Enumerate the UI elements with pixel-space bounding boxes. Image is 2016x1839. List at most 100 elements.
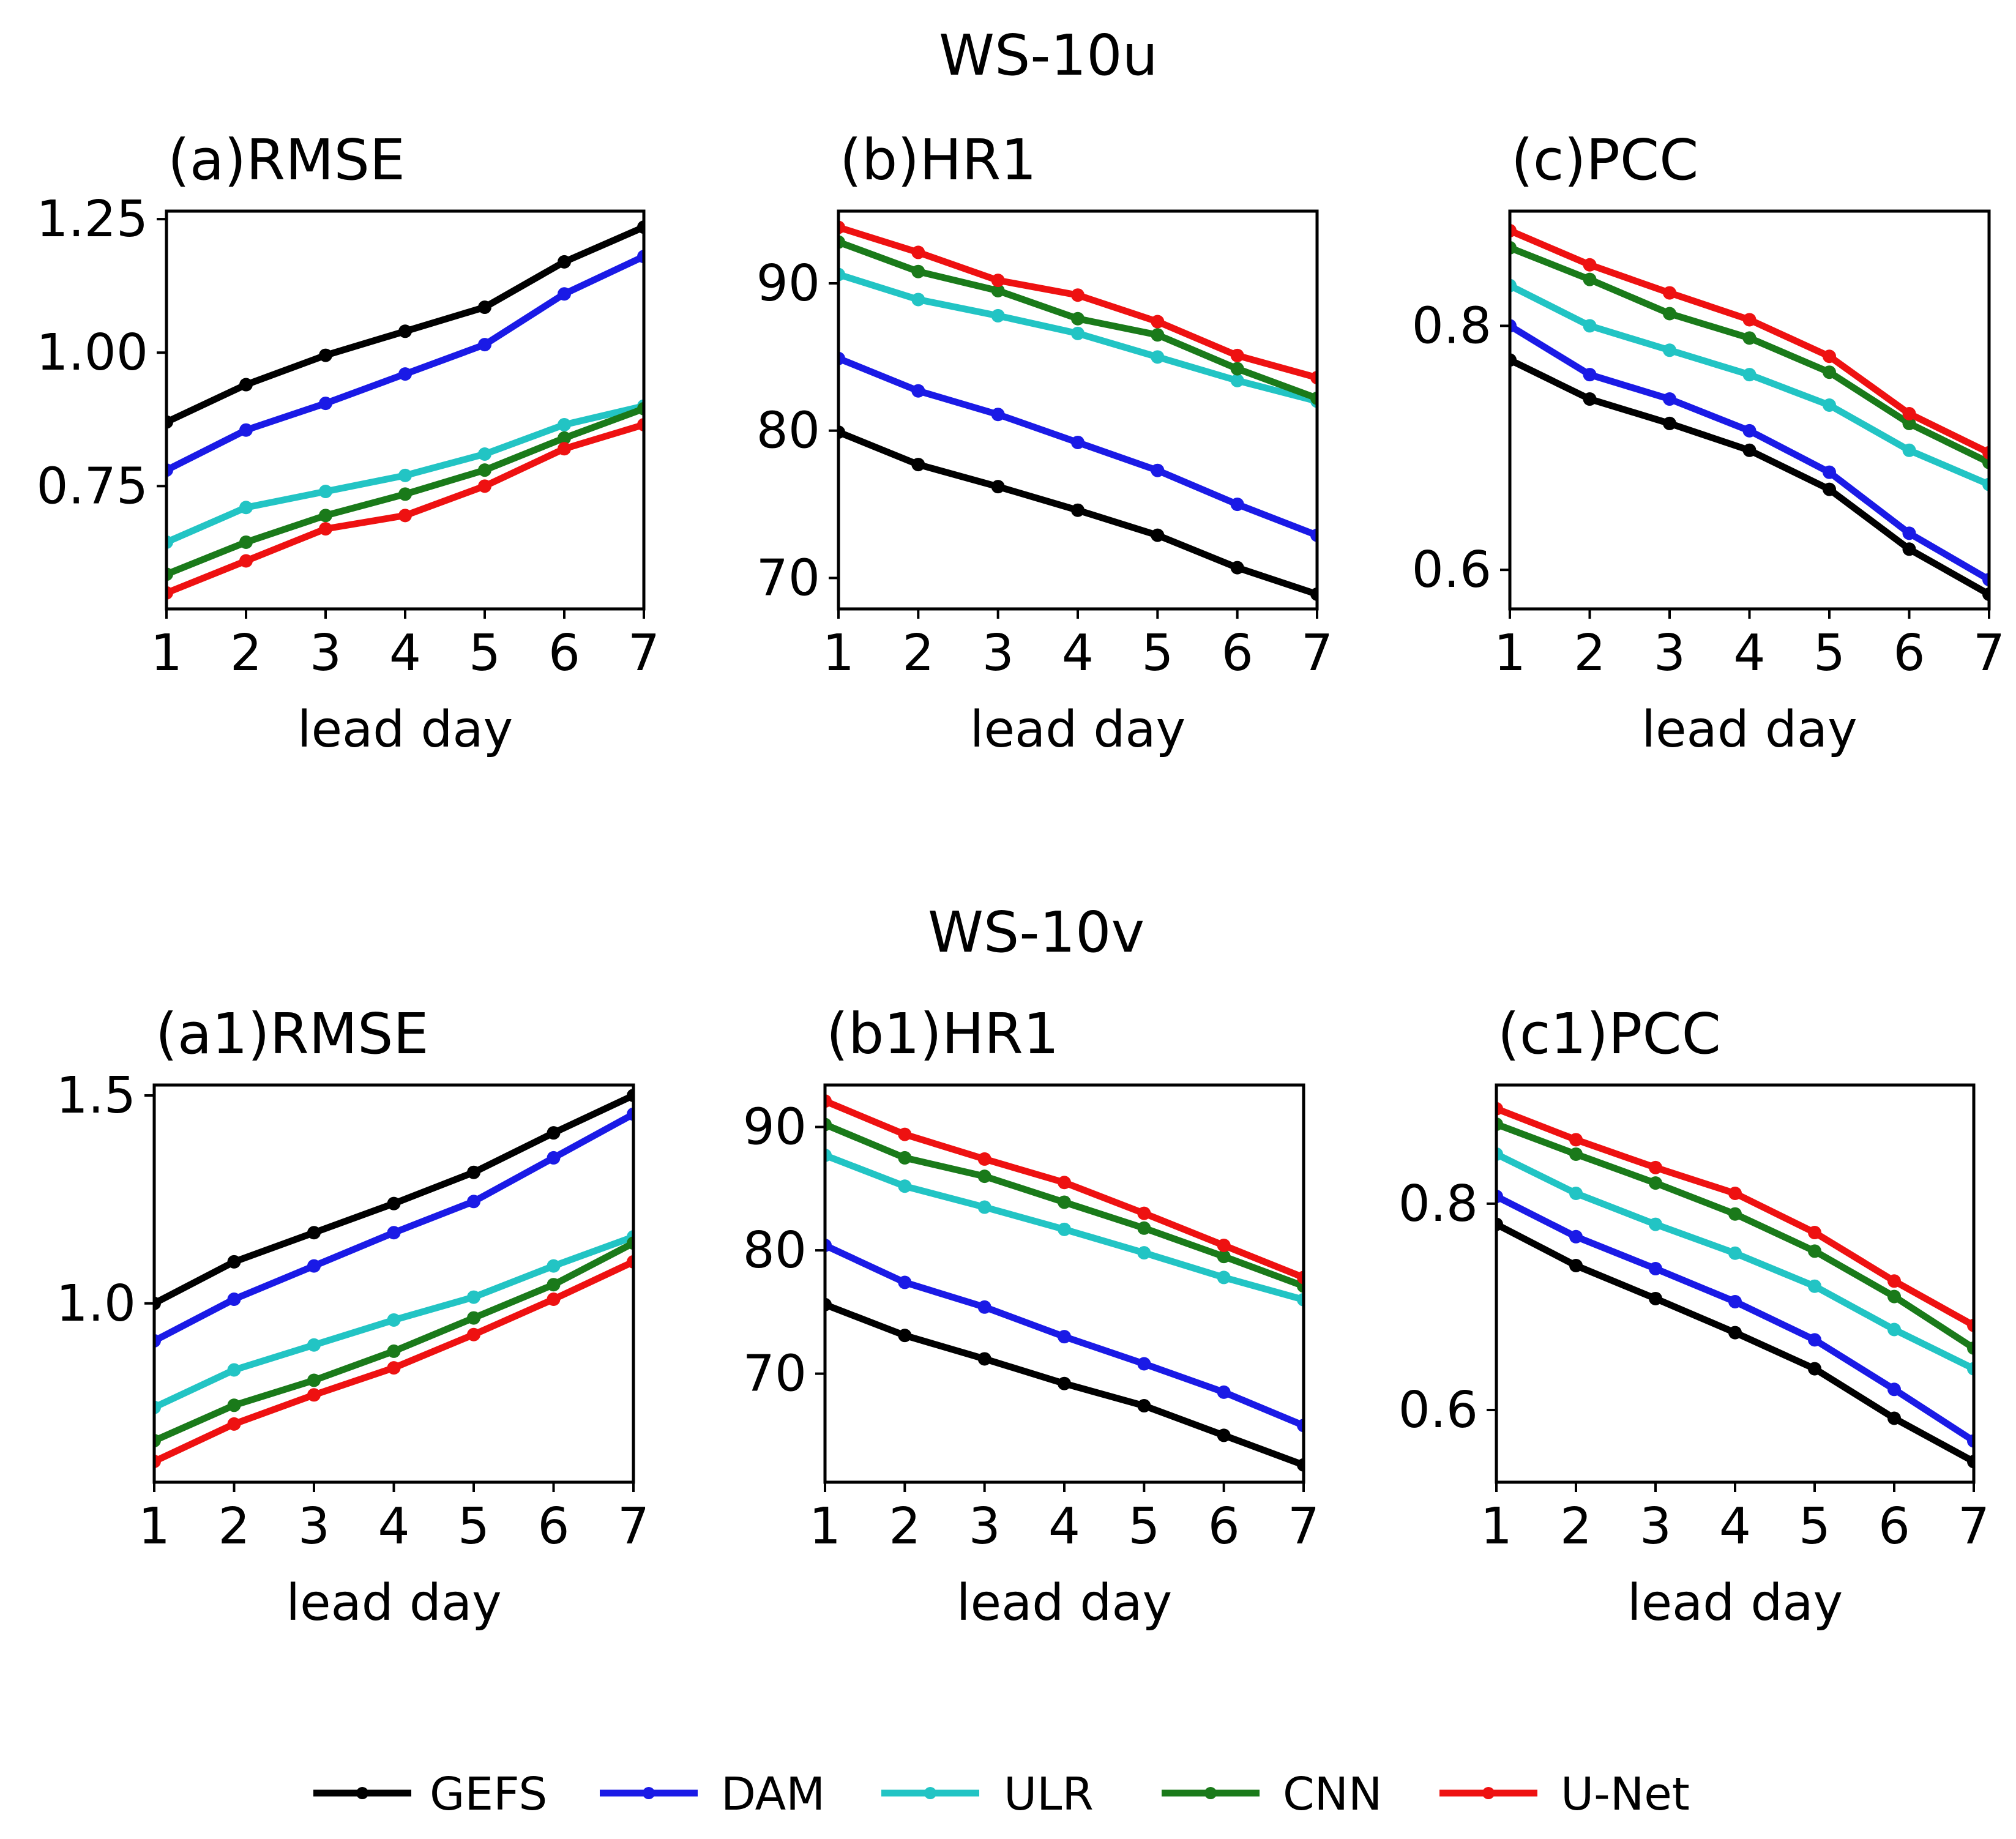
row-title-top: WS-10u bbox=[939, 23, 1158, 88]
data-point-cnn bbox=[898, 1151, 912, 1165]
data-point-ulr bbox=[898, 1179, 912, 1193]
y-tick-label: 80 bbox=[756, 402, 820, 460]
data-point-dam bbox=[239, 423, 253, 437]
data-point-u-net bbox=[1217, 1239, 1231, 1253]
data-point-u-net bbox=[239, 554, 253, 568]
data-point-dam bbox=[1663, 392, 1676, 406]
series-cnn bbox=[837, 235, 1318, 405]
x-tick-label: 6 bbox=[548, 624, 580, 682]
x-axis-label: lead day bbox=[1627, 1574, 1843, 1632]
data-point-gefs bbox=[1217, 1428, 1231, 1442]
y-tick-label: 1.0 bbox=[56, 1275, 136, 1333]
series-line-u-net bbox=[824, 1098, 1305, 1281]
axes-frame bbox=[1508, 209, 1991, 611]
data-point-ulr bbox=[911, 293, 925, 307]
legend-label: GEFS bbox=[430, 1768, 547, 1821]
data-point-cnn bbox=[558, 431, 571, 445]
x-tick-label: 1 bbox=[1480, 1498, 1512, 1556]
series-u-net bbox=[1509, 223, 1990, 460]
data-point-cnn bbox=[991, 284, 1005, 297]
data-point-dam bbox=[1728, 1295, 1742, 1308]
x-tick-label: 2 bbox=[889, 1498, 920, 1556]
data-point-ulr bbox=[558, 417, 571, 431]
x-tick-label: 5 bbox=[1813, 624, 1845, 682]
series-line-gefs bbox=[1509, 357, 1990, 597]
series-line-cnn bbox=[153, 1240, 635, 1444]
data-point-cnn bbox=[1902, 416, 1916, 430]
data-point-u-net bbox=[1823, 349, 1836, 364]
series-dam bbox=[1509, 319, 1990, 587]
legend-label: U-Net bbox=[1561, 1768, 1690, 1821]
data-point-ulr bbox=[1887, 1322, 1901, 1337]
panel-title: (c1)PCC bbox=[1498, 1001, 1721, 1067]
series-gefs bbox=[165, 220, 645, 429]
data-point-cnn bbox=[547, 1278, 561, 1292]
panel-a-rmse: (a)RMSE 1 2 3 4 5 6 7 0.75 1.00 1.25 lead day bbox=[36, 127, 660, 759]
data-point-ulr bbox=[1137, 1246, 1151, 1260]
data-point-u-net bbox=[1151, 315, 1165, 329]
x-tick-label: 2 bbox=[218, 1498, 250, 1556]
data-point-cnn bbox=[1071, 311, 1085, 326]
data-point-dam bbox=[1217, 1385, 1231, 1399]
data-point-cnn bbox=[1728, 1207, 1742, 1221]
data-point-cnn bbox=[1151, 328, 1165, 342]
data-point-ulr bbox=[991, 308, 1005, 323]
data-point-u-net bbox=[467, 1327, 480, 1341]
x-tick-label: 3 bbox=[1654, 624, 1686, 682]
data-point-u-net bbox=[227, 1417, 241, 1431]
panel-b-hr1: (b)HR1 1 2 3 4 5 6 7 70 80 90 lead day bbox=[756, 127, 1333, 759]
series-gefs bbox=[1495, 1217, 1975, 1469]
data-point-dam bbox=[1137, 1357, 1151, 1371]
data-point-cnn bbox=[467, 1311, 480, 1325]
data-point-u-net bbox=[1230, 348, 1244, 362]
data-point-dam bbox=[307, 1259, 321, 1273]
series-ulr bbox=[165, 399, 645, 549]
axes-frame bbox=[165, 209, 646, 611]
data-point-gefs bbox=[387, 1196, 401, 1210]
series-dam bbox=[1495, 1190, 1975, 1448]
x-tick-label: 3 bbox=[310, 624, 342, 682]
data-point-u-net bbox=[1663, 286, 1676, 300]
x-tick-label: 1 bbox=[151, 624, 182, 682]
data-point-u-net bbox=[547, 1292, 561, 1306]
data-point-gefs bbox=[991, 480, 1005, 494]
x-tick-label: 7 bbox=[618, 1498, 649, 1556]
data-point-dam bbox=[319, 397, 332, 411]
legend-item-u-net: U-Net bbox=[1439, 1768, 1690, 1821]
x-tick-label: 7 bbox=[1301, 624, 1333, 682]
x-axis-label: lead day bbox=[286, 1574, 501, 1632]
x-tick-label: 2 bbox=[1560, 1498, 1592, 1556]
data-point-dam bbox=[1823, 465, 1836, 479]
x-tick-label: 5 bbox=[1141, 624, 1173, 682]
data-point-ulr bbox=[1151, 350, 1165, 364]
x-tick-label: 1 bbox=[1494, 624, 1526, 682]
x-tick-label: 6 bbox=[537, 1498, 569, 1556]
data-point-cnn bbox=[1823, 365, 1836, 379]
series-u-net bbox=[837, 220, 1318, 385]
data-point-gefs bbox=[1902, 542, 1916, 556]
data-point-gefs bbox=[898, 1329, 912, 1343]
data-point-u-net bbox=[1808, 1226, 1821, 1240]
data-point-gefs bbox=[977, 1352, 991, 1366]
data-point-cnn bbox=[398, 487, 412, 501]
data-point-u-net bbox=[1058, 1176, 1071, 1190]
data-point-gefs bbox=[1071, 503, 1085, 517]
data-point-u-net bbox=[478, 479, 491, 493]
data-point-cnn bbox=[911, 264, 925, 278]
legend-marker bbox=[924, 1787, 936, 1799]
x-tick-label: 4 bbox=[389, 624, 421, 682]
y-tick-label: 0.8 bbox=[1412, 297, 1491, 355]
data-point-cnn bbox=[387, 1344, 401, 1358]
x-tick-label: 5 bbox=[469, 624, 501, 682]
y-tick-label: 90 bbox=[756, 255, 820, 313]
x-tick-label: 3 bbox=[982, 624, 1014, 682]
series-u-net bbox=[165, 417, 645, 600]
data-point-cnn bbox=[1887, 1289, 1901, 1304]
data-point-cnn bbox=[1583, 272, 1597, 286]
data-point-gefs bbox=[1649, 1291, 1662, 1305]
data-point-dam bbox=[1742, 423, 1757, 438]
legend-marker bbox=[356, 1787, 368, 1799]
data-point-u-net bbox=[1887, 1274, 1901, 1288]
data-point-ulr bbox=[547, 1259, 561, 1273]
data-point-dam bbox=[1151, 463, 1165, 477]
